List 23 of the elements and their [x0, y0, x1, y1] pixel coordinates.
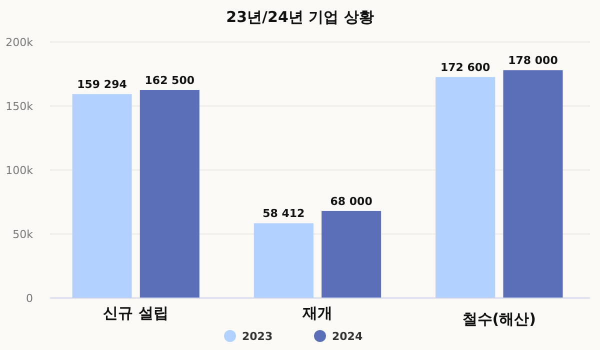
y-tick-label: 100k	[6, 164, 34, 177]
data-label: 162 500	[144, 74, 195, 87]
data-label: 159 294	[77, 78, 128, 92]
data-label: 68 000	[330, 194, 373, 208]
legend-label: 2024	[332, 330, 363, 343]
x-tick-label: 철수(해산)	[462, 310, 536, 328]
data-label: 58 412	[262, 207, 305, 220]
x-tick-label: 신규 설립	[103, 304, 168, 322]
bar	[322, 210, 382, 298]
data-label: 178 000	[508, 54, 558, 68]
bar	[254, 223, 314, 298]
legend-label: 2023	[242, 330, 273, 343]
data-label: 172 600	[440, 61, 491, 74]
y-tick-label: 150k	[6, 100, 34, 113]
bar	[436, 77, 496, 298]
bar	[72, 94, 132, 298]
bar	[140, 90, 200, 298]
x-tick-label: 재개	[302, 304, 332, 322]
y-tick-label: 200k	[6, 36, 34, 49]
bar	[503, 70, 563, 298]
chart-title: 23년/24년 기업 상황	[226, 8, 374, 26]
y-tick-label: 0	[26, 292, 33, 305]
y-tick-label: 50k	[12, 228, 34, 241]
